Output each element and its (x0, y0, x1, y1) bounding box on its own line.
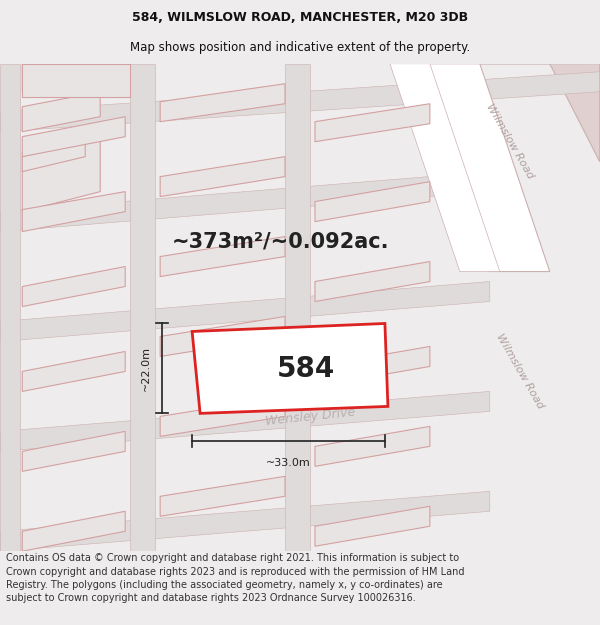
Polygon shape (160, 316, 285, 356)
Polygon shape (1, 491, 490, 551)
Polygon shape (315, 104, 430, 142)
Polygon shape (390, 64, 500, 271)
Polygon shape (22, 117, 125, 157)
Polygon shape (160, 84, 285, 122)
Polygon shape (160, 237, 285, 276)
Polygon shape (315, 182, 430, 222)
Polygon shape (160, 157, 285, 197)
Text: Wensley Drive: Wensley Drive (265, 405, 356, 428)
Polygon shape (420, 64, 550, 271)
Polygon shape (22, 64, 130, 97)
Polygon shape (22, 64, 90, 92)
Text: Contains OS data © Crown copyright and database right 2021. This information is : Contains OS data © Crown copyright and d… (6, 553, 464, 603)
Polygon shape (22, 192, 125, 232)
Polygon shape (22, 351, 125, 391)
Polygon shape (22, 431, 125, 471)
Polygon shape (315, 261, 430, 301)
Polygon shape (22, 266, 125, 306)
Polygon shape (1, 172, 490, 232)
Polygon shape (1, 391, 490, 451)
Polygon shape (22, 142, 85, 172)
Text: ~33.0m: ~33.0m (266, 458, 311, 468)
Text: Wilmslow Road: Wilmslow Road (484, 102, 535, 181)
Polygon shape (285, 64, 310, 551)
Text: ~22.0m: ~22.0m (141, 346, 151, 391)
Polygon shape (160, 476, 285, 516)
Polygon shape (1, 72, 599, 132)
Polygon shape (22, 132, 100, 212)
Text: 584, WILMSLOW ROAD, MANCHESTER, M20 3DB: 584, WILMSLOW ROAD, MANCHESTER, M20 3DB (132, 11, 468, 24)
Polygon shape (315, 506, 430, 546)
Text: 584: 584 (277, 354, 335, 382)
Polygon shape (1, 64, 20, 551)
Text: Map shows position and indicative extent of the property.: Map shows position and indicative extent… (130, 41, 470, 54)
Polygon shape (192, 324, 388, 413)
Text: ~373m²/~0.092ac.: ~373m²/~0.092ac. (171, 232, 389, 252)
Polygon shape (130, 64, 155, 551)
Polygon shape (315, 426, 430, 466)
Polygon shape (315, 346, 430, 386)
Polygon shape (160, 396, 285, 436)
Polygon shape (22, 511, 125, 551)
Polygon shape (1, 281, 490, 341)
Text: Wilmslow Road: Wilmslow Road (494, 332, 545, 411)
Polygon shape (22, 92, 100, 132)
Polygon shape (480, 64, 599, 162)
